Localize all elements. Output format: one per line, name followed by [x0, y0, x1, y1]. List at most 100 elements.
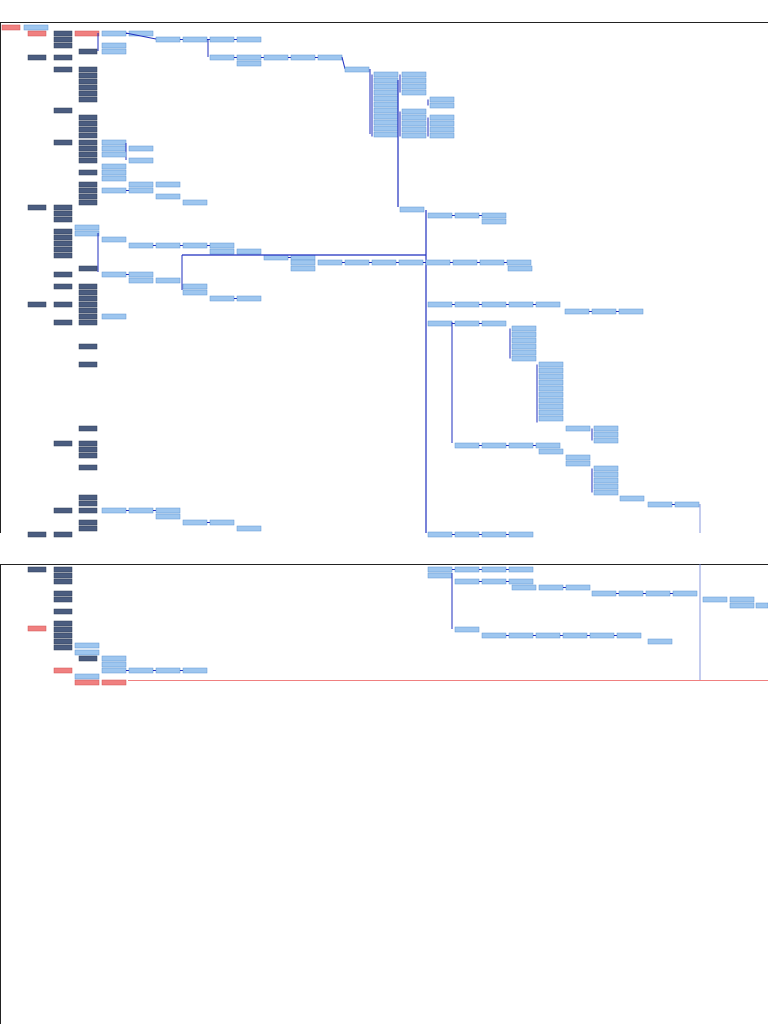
light-node	[128, 187, 154, 194]
dark-node	[53, 638, 73, 645]
red-node	[27, 30, 47, 37]
dark-node	[78, 193, 98, 200]
light-node	[290, 265, 316, 272]
light-node	[209, 295, 235, 302]
light-node	[373, 89, 399, 96]
dark-node	[27, 54, 47, 61]
light-node	[101, 42, 127, 49]
light-node	[618, 590, 644, 597]
dark-node	[78, 48, 98, 55]
light-node	[593, 471, 619, 478]
light-node	[290, 259, 316, 266]
dark-node	[78, 307, 98, 314]
light-node	[401, 120, 427, 127]
light-node	[535, 301, 561, 308]
light-node	[427, 212, 453, 219]
light-node	[401, 132, 427, 139]
dark-node	[78, 446, 98, 453]
light-node	[427, 301, 453, 308]
light-node	[562, 632, 588, 639]
light-node	[101, 313, 127, 320]
light-node	[593, 483, 619, 490]
light-node	[373, 107, 399, 114]
dark-node	[53, 66, 73, 73]
light-node	[454, 442, 480, 449]
light-node	[101, 667, 127, 674]
light-node	[128, 242, 154, 249]
light-node	[755, 602, 768, 609]
dark-node	[53, 139, 73, 146]
light-node	[373, 101, 399, 108]
light-node	[674, 501, 700, 508]
light-node	[511, 337, 537, 344]
red-node	[101, 679, 127, 686]
light-node	[535, 442, 561, 449]
light-node	[290, 254, 316, 261]
light-node	[101, 48, 127, 55]
dark-node	[53, 440, 73, 447]
light-node	[506, 259, 532, 266]
dark-node	[53, 283, 73, 290]
dark-node	[78, 66, 98, 73]
light-node	[399, 206, 425, 213]
light-node	[209, 54, 235, 61]
light-node	[593, 431, 619, 438]
light-node	[538, 415, 564, 422]
light-node	[128, 157, 154, 164]
light-node	[702, 596, 728, 603]
dark-node	[53, 590, 73, 597]
light-node	[565, 584, 591, 591]
dark-node	[78, 132, 98, 139]
light-node	[128, 181, 154, 188]
dark-node	[53, 507, 73, 514]
light-node	[373, 71, 399, 78]
light-node	[209, 248, 235, 255]
light-node	[209, 519, 235, 526]
red-node	[27, 625, 47, 632]
light-node	[616, 632, 642, 639]
light-node	[371, 259, 397, 266]
light-node	[538, 409, 564, 416]
light-node	[593, 425, 619, 432]
light-node	[373, 125, 399, 132]
dark-node	[78, 72, 98, 79]
light-node	[401, 77, 427, 84]
dark-node	[78, 289, 98, 296]
light-node	[155, 193, 181, 200]
dark-node	[53, 204, 73, 211]
dark-node	[78, 425, 98, 432]
light-node	[155, 242, 181, 249]
light-node	[454, 626, 480, 633]
dark-node	[78, 120, 98, 127]
light-node	[101, 169, 127, 176]
light-node	[101, 139, 127, 146]
dark-node	[53, 36, 73, 43]
red-node	[53, 667, 73, 674]
light-node	[128, 30, 154, 37]
light-node	[101, 187, 127, 194]
light-node	[101, 655, 127, 662]
light-node	[209, 242, 235, 249]
light-node	[128, 507, 154, 514]
dark-node	[78, 169, 98, 176]
dark-node	[78, 655, 98, 662]
light-node	[538, 361, 564, 368]
light-node	[481, 320, 507, 327]
light-node	[236, 36, 262, 43]
light-node	[538, 584, 564, 591]
light-node	[236, 525, 262, 532]
light-node	[182, 519, 208, 526]
light-node	[593, 437, 619, 444]
light-node	[182, 283, 208, 290]
light-node	[182, 289, 208, 296]
light-node	[401, 126, 427, 133]
light-node	[398, 259, 424, 266]
light-node	[511, 349, 537, 356]
light-node	[454, 212, 480, 219]
light-node	[74, 642, 100, 649]
dark-node	[78, 151, 98, 158]
dark-node	[53, 240, 73, 247]
light-node	[236, 54, 262, 61]
dark-node	[78, 84, 98, 91]
